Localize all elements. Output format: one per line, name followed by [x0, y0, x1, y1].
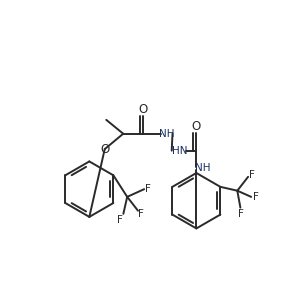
Text: F: F — [138, 209, 144, 219]
Text: F: F — [145, 184, 151, 194]
Text: NH: NH — [160, 129, 175, 139]
Text: F: F — [249, 170, 255, 180]
Text: F: F — [253, 192, 259, 202]
Text: NH: NH — [195, 163, 210, 173]
Text: O: O — [100, 143, 109, 156]
Text: F: F — [117, 215, 123, 225]
Text: O: O — [139, 103, 148, 116]
Text: O: O — [192, 120, 201, 133]
Text: HN: HN — [172, 146, 187, 156]
Text: F: F — [238, 209, 244, 219]
